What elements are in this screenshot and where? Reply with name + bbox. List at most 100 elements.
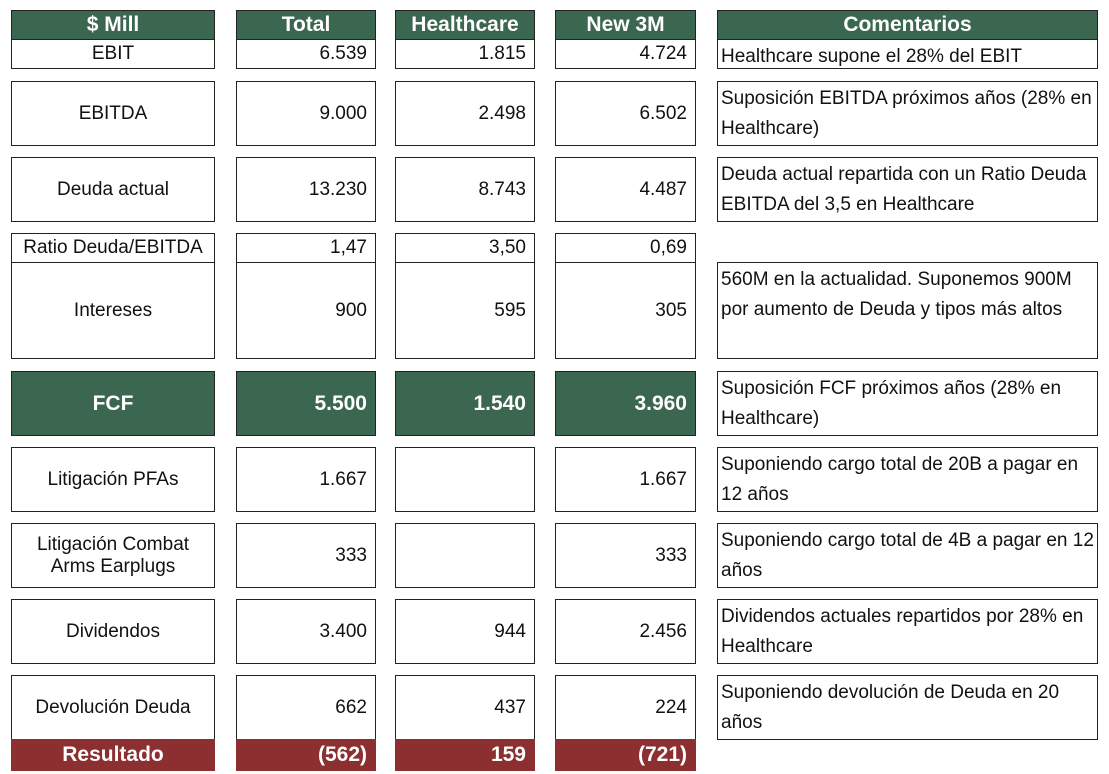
cell-text: 1.667 (639, 468, 687, 490)
header-cell: Healthcare (395, 10, 535, 40)
cell-text: Dividendos (66, 620, 160, 642)
value-cell: 4.487 (555, 157, 696, 222)
comment-cell: 560M en la actualidad. Suponemos 900M po… (717, 262, 1098, 359)
value-cell: 6.539 (236, 39, 376, 69)
row-label: FCF (11, 371, 215, 436)
cell-text: 595 (494, 299, 526, 321)
value-cell: 3,50 (395, 233, 535, 263)
cell-text: 1,47 (330, 237, 367, 258)
row-label: Devolución Deuda (11, 675, 215, 740)
value-cell: 159 (395, 739, 535, 771)
comment-cell: Suposición FCF próximos años (28% en Hea… (717, 371, 1098, 436)
cell-text: 13.230 (308, 178, 367, 200)
cell-text: Suponiendo devolución de Deuda en 20 año… (721, 682, 1060, 733)
cell-text: 6.539 (319, 43, 367, 64)
cell-text: EBIT (91, 43, 135, 64)
cell-text: 3.960 (634, 391, 687, 415)
comment-cell: Healthcare supone el 28% del EBIT (717, 39, 1098, 69)
value-cell: (562) (236, 739, 376, 771)
cell-text: Suposición EBITDA próximos años (28% en … (721, 88, 1092, 139)
value-cell: 13.230 (236, 157, 376, 222)
cell-text: 944 (494, 620, 526, 642)
cell-text: EBITDA (78, 102, 148, 124)
cell-text: 5.500 (314, 391, 367, 415)
cell-text: (562) (317, 743, 367, 766)
value-cell: 0,69 (555, 233, 696, 263)
cell-text: Resultado (62, 743, 164, 766)
cell-text: Devolución Deuda (35, 696, 191, 718)
cell-text: 159 (490, 743, 526, 766)
value-cell: 333 (236, 523, 376, 588)
cell-text: 1.540 (473, 391, 526, 415)
value-cell: 305 (555, 262, 696, 359)
cell-text: New 3M (586, 13, 665, 36)
cell-text: 333 (655, 544, 687, 566)
cell-text: Comentarios (843, 13, 972, 36)
value-cell: 1.815 (395, 39, 535, 69)
cell-text: Deuda actual (57, 178, 169, 200)
cell-text: 333 (335, 544, 367, 566)
value-cell: 662 (236, 675, 376, 740)
comment-cell: Deuda actual repartida con un Ratio Deud… (717, 157, 1098, 222)
value-cell (395, 447, 535, 512)
cell-text: 3,50 (489, 237, 526, 258)
comment-cell: Suponiendo cargo total de 20B a pagar en… (717, 447, 1098, 512)
value-cell: 9.000 (236, 81, 376, 146)
value-cell: 224 (555, 675, 696, 740)
cell-text: Deuda actual repartida con un Ratio Deud… (721, 164, 1087, 215)
value-cell (395, 523, 535, 588)
row-label: Dividendos (11, 599, 215, 664)
header-cell: $ Mill (11, 10, 215, 40)
comment-cell: Suponiendo cargo total de 4B a pagar en … (717, 523, 1098, 588)
value-cell: 1.540 (395, 371, 535, 436)
row-label: Litigación PFAs (11, 447, 215, 512)
cell-text: 4.487 (639, 178, 687, 200)
cell-text: Litigación PFAs (47, 468, 179, 490)
cell-text: $ Mill (86, 13, 140, 36)
row-label: Deuda actual (11, 157, 215, 222)
cell-text: 662 (335, 696, 367, 718)
cell-text: 9.000 (319, 102, 367, 124)
cell-text: Litigación Combat Arms Earplugs (36, 533, 190, 577)
cell-text: 305 (655, 299, 687, 321)
row-label: Resultado (11, 739, 215, 771)
cell-text: 900 (335, 299, 367, 321)
value-cell: 333 (555, 523, 696, 588)
value-cell: 1,47 (236, 233, 376, 263)
cell-text: 8.743 (478, 178, 526, 200)
cell-text: 1.667 (319, 468, 367, 490)
header-cell: New 3M (555, 10, 696, 40)
value-cell: 1.667 (555, 447, 696, 512)
cell-text: 3.400 (319, 620, 367, 642)
cell-text: 224 (655, 696, 687, 718)
value-cell: 437 (395, 675, 535, 740)
cell-text: FCF (92, 391, 134, 415)
value-cell: 944 (395, 599, 535, 664)
cell-text: 2.456 (639, 620, 687, 642)
cell-text: Healthcare supone el 28% del EBIT (721, 46, 1023, 67)
cell-text: Healthcare (411, 13, 519, 36)
header-cell: Comentarios (717, 10, 1098, 40)
value-cell: 2.456 (555, 599, 696, 664)
header-cell: Total (236, 10, 376, 40)
row-label: Intereses (11, 262, 215, 359)
value-cell: 3.400 (236, 599, 376, 664)
value-cell: 4.724 (555, 39, 696, 69)
comment-cell: Suposición EBITDA próximos años (28% en … (717, 81, 1098, 146)
cell-text: 437 (494, 696, 526, 718)
row-label: EBITDA (11, 81, 215, 146)
value-cell: 1.667 (236, 447, 376, 512)
cell-text: (721) (637, 743, 687, 766)
value-cell: (721) (555, 739, 696, 771)
value-cell: 6.502 (555, 81, 696, 146)
value-cell: 2.498 (395, 81, 535, 146)
value-cell: 595 (395, 262, 535, 359)
cell-text: Total (281, 13, 331, 36)
cell-text: 6.502 (639, 102, 687, 124)
cell-text: 0,69 (650, 237, 687, 258)
row-label: EBIT (11, 39, 215, 69)
cell-text: Intereses (73, 299, 153, 321)
cell-text: Ratio Deuda/EBITDA (23, 237, 203, 258)
comment-cell: Suponiendo devolución de Deuda en 20 año… (717, 675, 1098, 740)
